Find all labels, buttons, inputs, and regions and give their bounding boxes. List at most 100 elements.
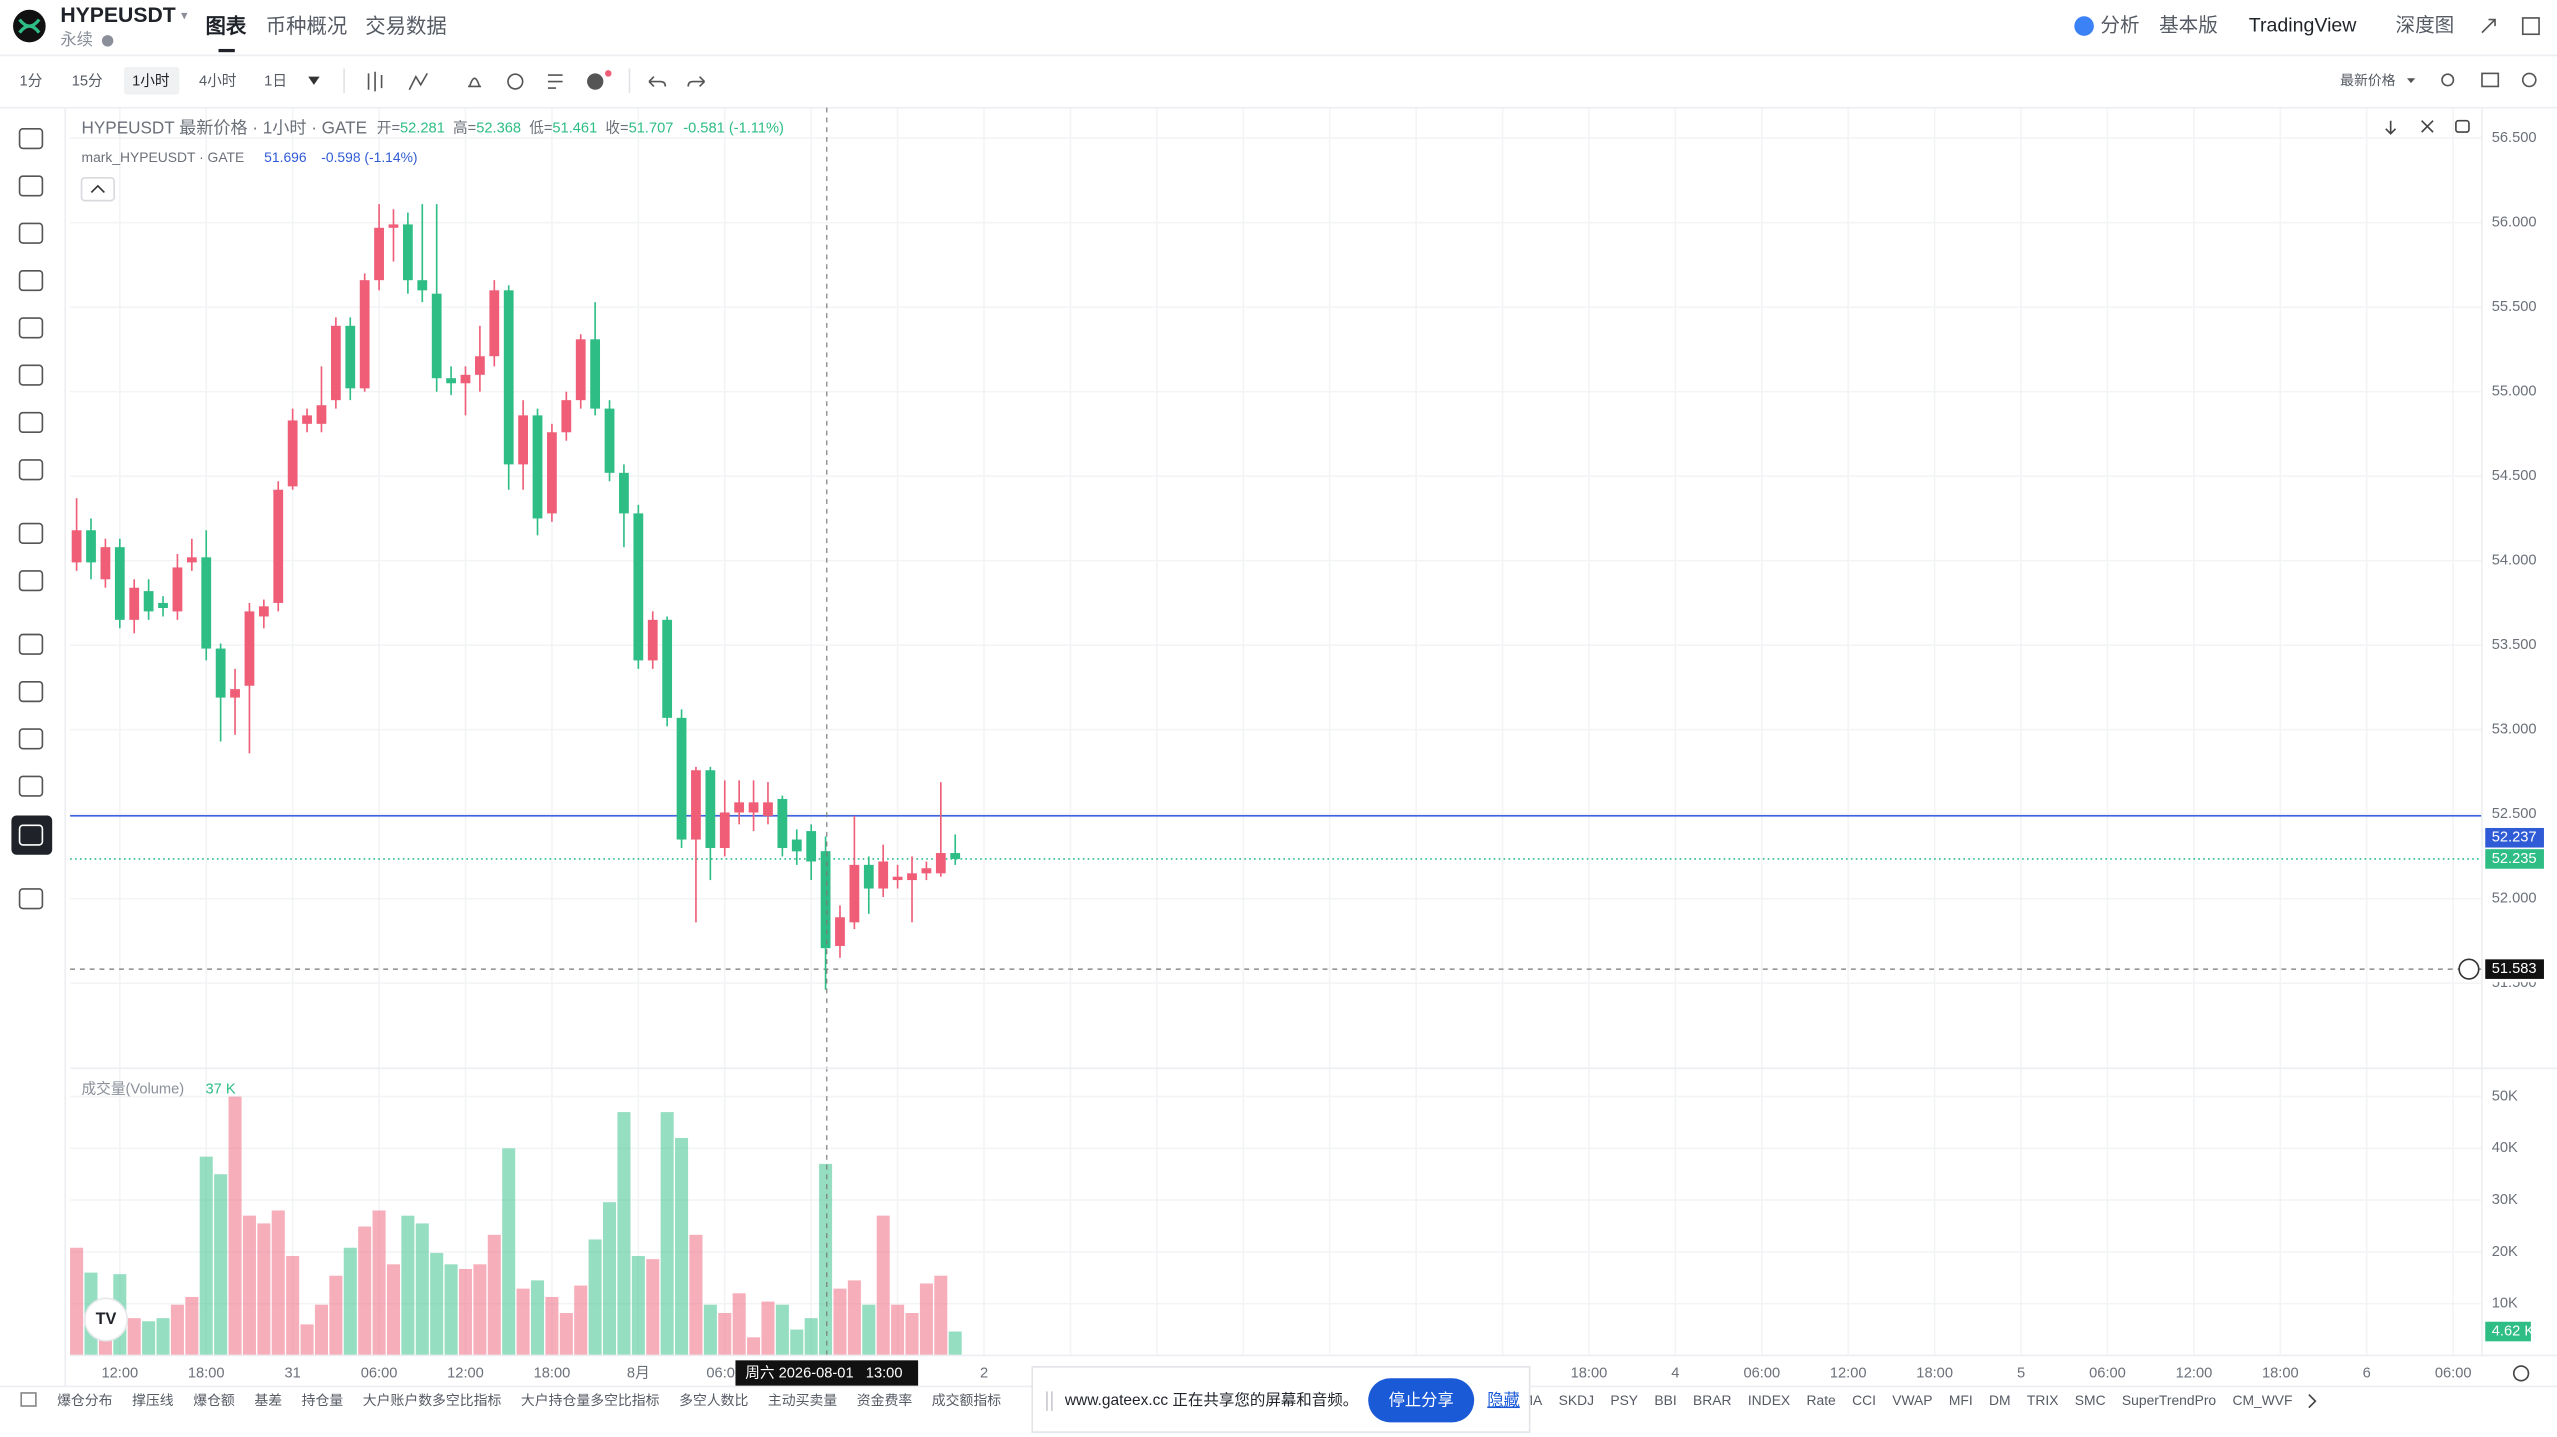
settings-icon[interactable] [2521,72,2537,88]
tool-button[interactable] [18,364,44,386]
tool-button[interactable] [18,775,44,797]
indicator-tab[interactable]: SKDJ [1559,1392,1594,1408]
axis-settings-icon[interactable] [2512,1365,2530,1382]
tool-button[interactable] [18,175,44,197]
volume-bar [660,1112,674,1356]
indicator-tab[interactable]: 成交额指标 [932,1392,1001,1408]
tradingview-view[interactable]: TradingView [2249,14,2358,36]
info-icon[interactable] [101,35,114,47]
candle-body [676,717,687,840]
basic-view[interactable]: 基本版 [2159,14,2218,36]
indicator-tab[interactable]: 撑压线 [132,1392,174,1408]
indicator-tab[interactable]: Rate [1806,1392,1836,1408]
indicator-tab[interactable]: 大户持仓量多空比指标 [521,1392,660,1408]
tool-button[interactable] [18,824,44,846]
interval[interactable]: 1日 [264,73,287,89]
interval[interactable]: 1小时 [132,72,170,89]
redo-icon[interactable] [687,76,706,88]
indicator-tab[interactable]: 多空人数比 [679,1392,748,1408]
indicator-tab[interactable]: 资金费率 [857,1392,913,1408]
share-bar: www.gateex.cc 正在共享您的屏幕和音频。 停止分享 隐藏 [1031,1366,1531,1433]
hide-link[interactable]: 隐藏 [1487,1391,1520,1409]
interval-dropdown[interactable] [308,76,320,85]
volume-bar [228,1096,242,1356]
indicator-next[interactable] [2308,1394,2317,1409]
indicator-tab[interactable]: CCI [1852,1392,1876,1408]
indicator-tab[interactable]: BBI [1654,1392,1676,1408]
undo-icon[interactable] [648,76,667,88]
candle-body [532,415,543,519]
fullscreen-icon[interactable] [2521,17,2540,36]
volume-bar [199,1156,213,1356]
tab[interactable]: 图表 [205,14,246,38]
template-icon[interactable] [547,74,563,89]
indicator-tab[interactable]: SMC [2075,1392,2106,1408]
search-icon[interactable] [2441,73,2455,87]
collapse-button[interactable] [80,176,115,202]
tool-button[interactable] [18,680,44,703]
add-icon[interactable] [587,73,604,90]
candle-body [748,802,759,813]
x-tick-label: 06:00 [2089,1365,2126,1381]
tool-button[interactable] [18,888,44,910]
indicator-tab[interactable]: CM_WVF [2232,1392,2292,1408]
replay-icon[interactable] [507,73,524,90]
volume-bar [703,1304,717,1356]
x-tick-label: 18:00 [1571,1365,1608,1381]
crosshair-add-button[interactable] [2458,958,2480,980]
indicator-tab[interactable]: BRAR [1693,1392,1732,1408]
tool-button[interactable] [18,570,44,592]
volume-bar [761,1301,775,1356]
pane-restore-icon[interactable] [2455,119,2470,133]
tool-button[interactable] [18,633,44,655]
indicator-tab[interactable]: TRIX [2027,1392,2059,1408]
alert-icon[interactable] [468,77,482,88]
indicator-tab[interactable]: 持仓量 [302,1392,344,1408]
indicator-tab[interactable]: 基差 [254,1392,282,1408]
interval[interactable]: 1分 [20,72,43,89]
symbol-dropdown[interactable]: ▾ [181,8,188,23]
interval[interactable]: 4小时 [199,72,237,89]
tab[interactable]: 币种概况 [266,15,348,38]
indicator-tab[interactable]: MFI [1949,1392,1973,1408]
candle-body [777,798,788,848]
symbol[interactable]: HYPEUSDT [60,4,175,27]
calendar-icon[interactable] [20,1392,37,1407]
tab[interactable]: 交易数据 [365,15,447,38]
price-source-dropdown[interactable] [2406,78,2416,84]
indicator-tab[interactable]: 大户账户数多空比指标 [363,1392,502,1408]
stop-share-label[interactable]: 停止分享 [1389,1391,1454,1409]
indicator-tab[interactable]: 爆仓额 [193,1392,235,1408]
analysis-link[interactable]: 分析 [2100,14,2139,36]
candle-body [647,619,658,661]
expand-icon[interactable] [2481,18,2496,34]
stop-share-button[interactable] [1368,1378,1475,1423]
tool-button[interactable] [18,522,44,544]
candle-body [201,557,212,649]
x-tick-label: 12:00 [447,1365,484,1381]
indicator-tab[interactable]: 主动买卖量 [768,1392,837,1408]
interval[interactable]: 15分 [72,72,103,89]
tool-button[interactable] [18,411,44,434]
tool-button[interactable] [18,459,44,481]
tool-button[interactable] [18,317,44,339]
tool-button[interactable] [18,269,44,292]
indicator-tab[interactable]: DM [1989,1392,2011,1408]
indicator-tab[interactable]: 爆仓分布 [57,1392,113,1408]
tool-button[interactable] [18,128,44,150]
price-source[interactable]: 最新价格 [2340,72,2396,88]
indicator-tab[interactable]: INDEX [1748,1392,1790,1408]
indicator-tab[interactable]: PSY [1610,1392,1638,1408]
tool-button[interactable] [18,222,44,244]
screenshot-icon[interactable] [2481,72,2500,88]
tool-button[interactable] [18,728,44,750]
chart-type-icon[interactable] [367,71,383,92]
pane-maximize-icon[interactable] [2421,120,2434,133]
pane-down-icon[interactable] [2385,120,2397,135]
indicator-tab[interactable]: VWAP [1892,1392,1932,1408]
candle-body [230,689,240,698]
indicator-tab[interactable]: SuperTrendPro [2122,1392,2217,1408]
x-tick-label: 5 [2017,1365,2025,1381]
indicator-icon[interactable] [408,72,428,91]
depth-view[interactable]: 深度图 [2396,14,2455,36]
